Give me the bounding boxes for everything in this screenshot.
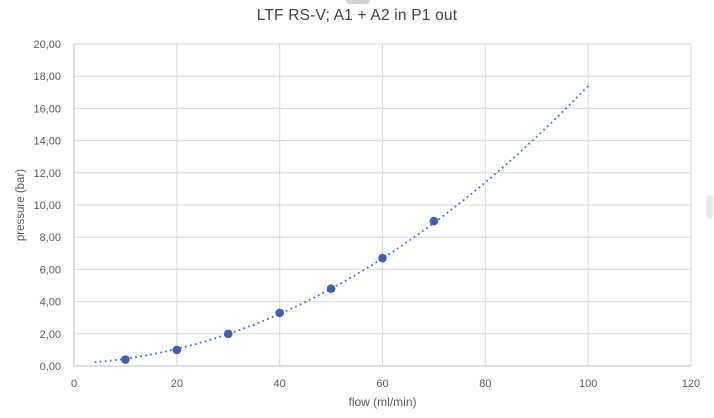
y-tick-label: 2,00	[40, 329, 61, 341]
x-tick-label: 80	[479, 378, 491, 390]
x-tick-label: 60	[376, 378, 388, 390]
chart-title: LTF RS-V; A1 + A2 in P1 out	[256, 7, 458, 24]
y-tick-label: 20,00	[33, 39, 61, 51]
data-point-marker	[378, 253, 387, 263]
data-point-marker	[429, 216, 439, 226]
y-tick-label: 12,00	[33, 168, 61, 180]
chart-selection-handle-top[interactable]	[346, 0, 370, 4]
x-tick-label: 40	[274, 378, 286, 390]
y-tick-label: 10,00	[33, 200, 61, 212]
data-point-marker	[326, 284, 336, 294]
y-tick-label: 8,00	[40, 232, 61, 244]
x-tick-label: 0	[71, 378, 77, 390]
y-tick-label: 18,00	[33, 71, 61, 83]
x-tick-label: 100	[579, 378, 597, 390]
data-point-marker	[172, 345, 182, 355]
data-point-marker	[223, 329, 233, 339]
y-tick-label: 16,00	[33, 103, 61, 115]
chart-selection-handle-right[interactable]	[706, 195, 713, 219]
x-tick-label: 20	[171, 378, 183, 390]
y-tick-label: 0,00	[40, 361, 61, 373]
data-point-marker	[275, 308, 284, 318]
x-axis-title: flow (ml/min)	[348, 395, 417, 409]
y-axis-title: pressure (bar)	[15, 168, 27, 242]
y-tick-label: 4,00	[40, 297, 61, 309]
y-tick-label: 6,00	[40, 264, 61, 276]
data-point-marker	[121, 355, 130, 364]
trendline	[94, 85, 589, 364]
y-tick-label: 14,00	[33, 136, 61, 148]
x-tick-label: 120	[682, 378, 700, 390]
